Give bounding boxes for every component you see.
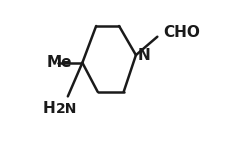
Text: Me: Me [46,55,72,70]
Text: CHO: CHO [164,25,200,40]
Text: N: N [137,48,150,63]
Text: H: H [43,101,56,116]
Text: 2N: 2N [56,102,78,116]
